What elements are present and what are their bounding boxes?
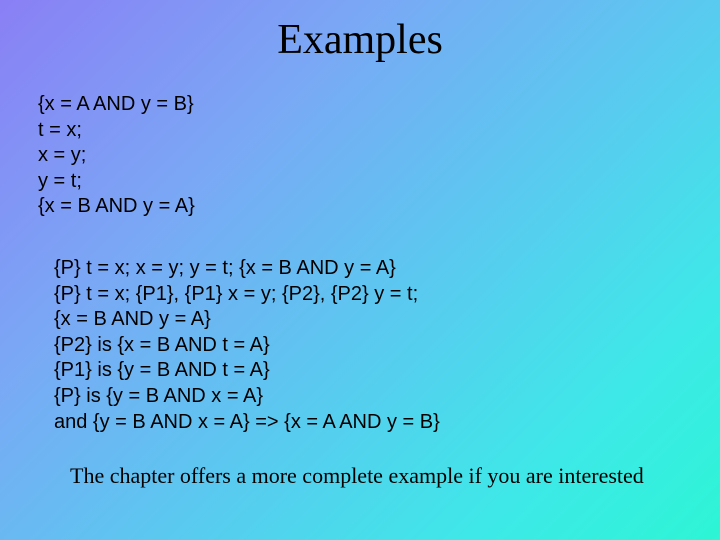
proof-line: and {y = B AND x = A} => {x = A AND y = …	[54, 410, 720, 436]
code-line: {x = B AND y = A}	[38, 194, 720, 220]
code-line: y = t;	[38, 169, 720, 195]
proof-line: {P2} is {x = B AND t = A}	[54, 333, 720, 359]
proof-line: {P} t = x; {P1}, {P1} x = y; {P2}, {P2} …	[54, 282, 720, 308]
code-line: t = x;	[38, 118, 720, 144]
example-block-2: {P} t = x; x = y; y = t; {x = B AND y = …	[0, 256, 720, 463]
proof-line: {P} is {y = B AND x = A}	[54, 384, 720, 410]
example-block-1: {x = A AND y = B} t = x; x = y; y = t; {…	[0, 92, 720, 256]
proof-line: {P} t = x; x = y; y = t; {x = B AND y = …	[54, 256, 720, 282]
slide-title: Examples	[0, 0, 720, 92]
footer-note: The chapter offers a more complete examp…	[0, 463, 720, 489]
code-line: {x = A AND y = B}	[38, 92, 720, 118]
proof-line: {P1} is {y = B AND t = A}	[54, 358, 720, 384]
proof-line: {x = B AND y = A}	[54, 307, 720, 333]
code-line: x = y;	[38, 143, 720, 169]
